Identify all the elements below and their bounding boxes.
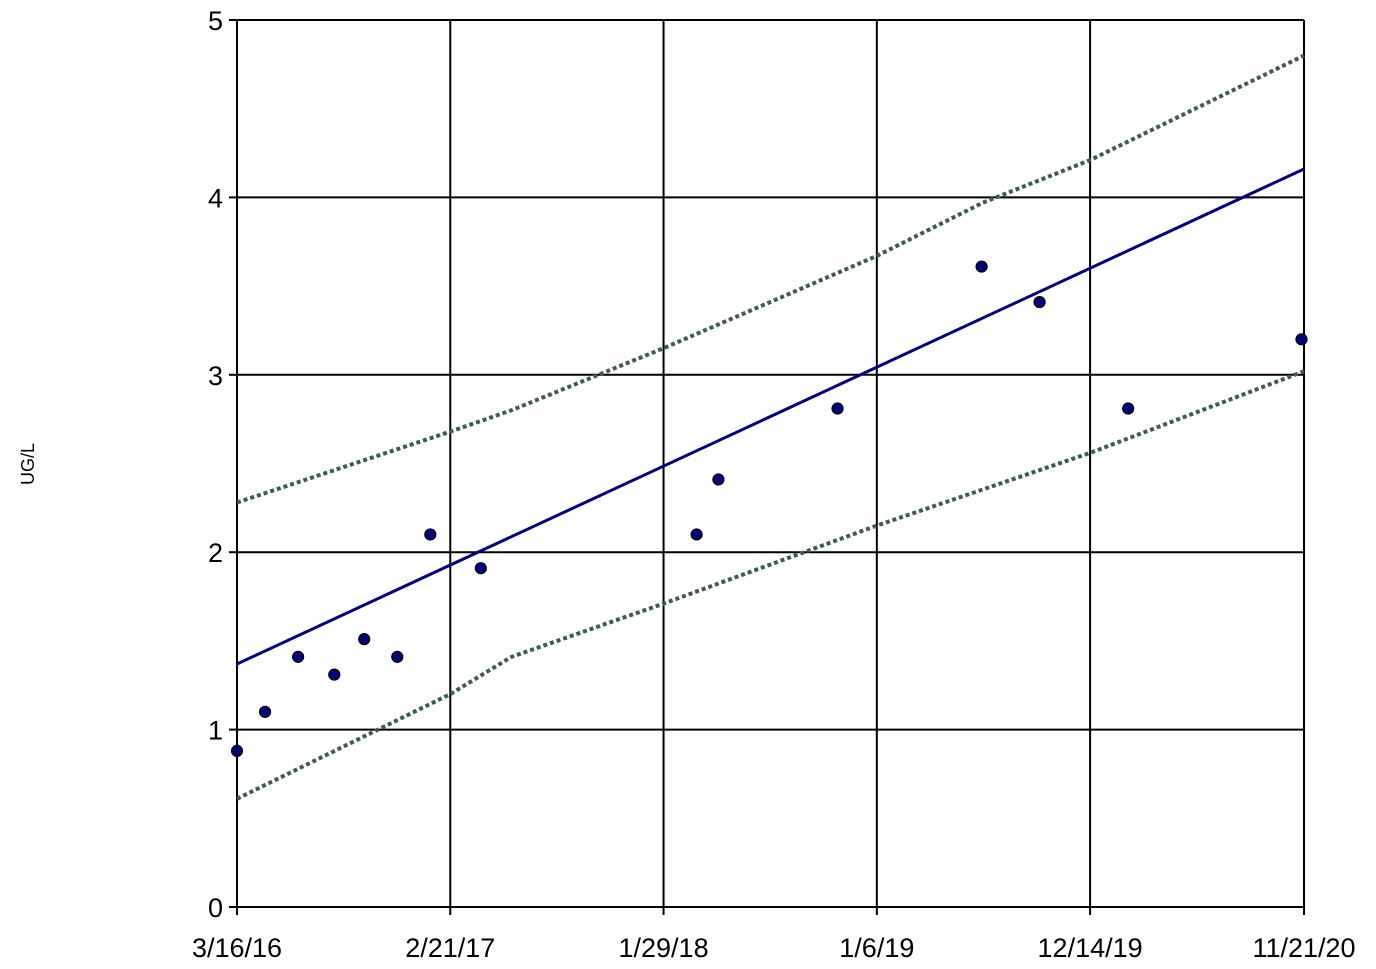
data-point <box>690 528 703 541</box>
tick-labels: 0 1 2 3 4 5 3/16/16 2/21/17 1/29/18 1/6/19 12/14/1… <box>192 6 1356 963</box>
data-point <box>712 473 725 486</box>
data-point <box>975 260 988 273</box>
data-point <box>230 744 244 757</box>
y-tick-label: 5 <box>208 6 223 36</box>
x-tick-label: 11/21/20 <box>1252 933 1355 963</box>
axis-ticks <box>229 19 1305 915</box>
y-tick-label: 0 <box>208 893 223 923</box>
y-tick-label: 3 <box>208 361 223 391</box>
x-tick-label: 1/29/18 <box>619 933 709 963</box>
x-tick-label: 2/21/17 <box>405 933 495 963</box>
data-point <box>1122 402 1135 415</box>
data-point <box>1295 333 1308 346</box>
trend-line <box>236 167 1305 666</box>
data-point <box>358 633 371 646</box>
x-tick-label: 1/6/19 <box>839 933 914 963</box>
y-tick-label: 4 <box>208 183 223 213</box>
data-point <box>328 668 341 681</box>
y-tick-label: 2 <box>208 538 223 568</box>
data-point <box>474 562 487 575</box>
series <box>230 53 1308 801</box>
data-point <box>391 650 404 663</box>
grid <box>236 19 1305 908</box>
x-tick-label: 3/16/16 <box>192 933 282 963</box>
y-axis-title: UG/L <box>18 443 38 485</box>
confidence-band-line <box>236 53 1305 505</box>
x-tick-label: 12/14/19 <box>1038 933 1143 963</box>
confidence-band-line <box>236 369 1305 801</box>
data-point <box>258 705 272 718</box>
data-point <box>1033 295 1046 309</box>
y-tick-label: 1 <box>208 716 223 746</box>
data-point <box>292 650 305 663</box>
data-point <box>424 528 437 541</box>
data-point <box>831 402 844 415</box>
